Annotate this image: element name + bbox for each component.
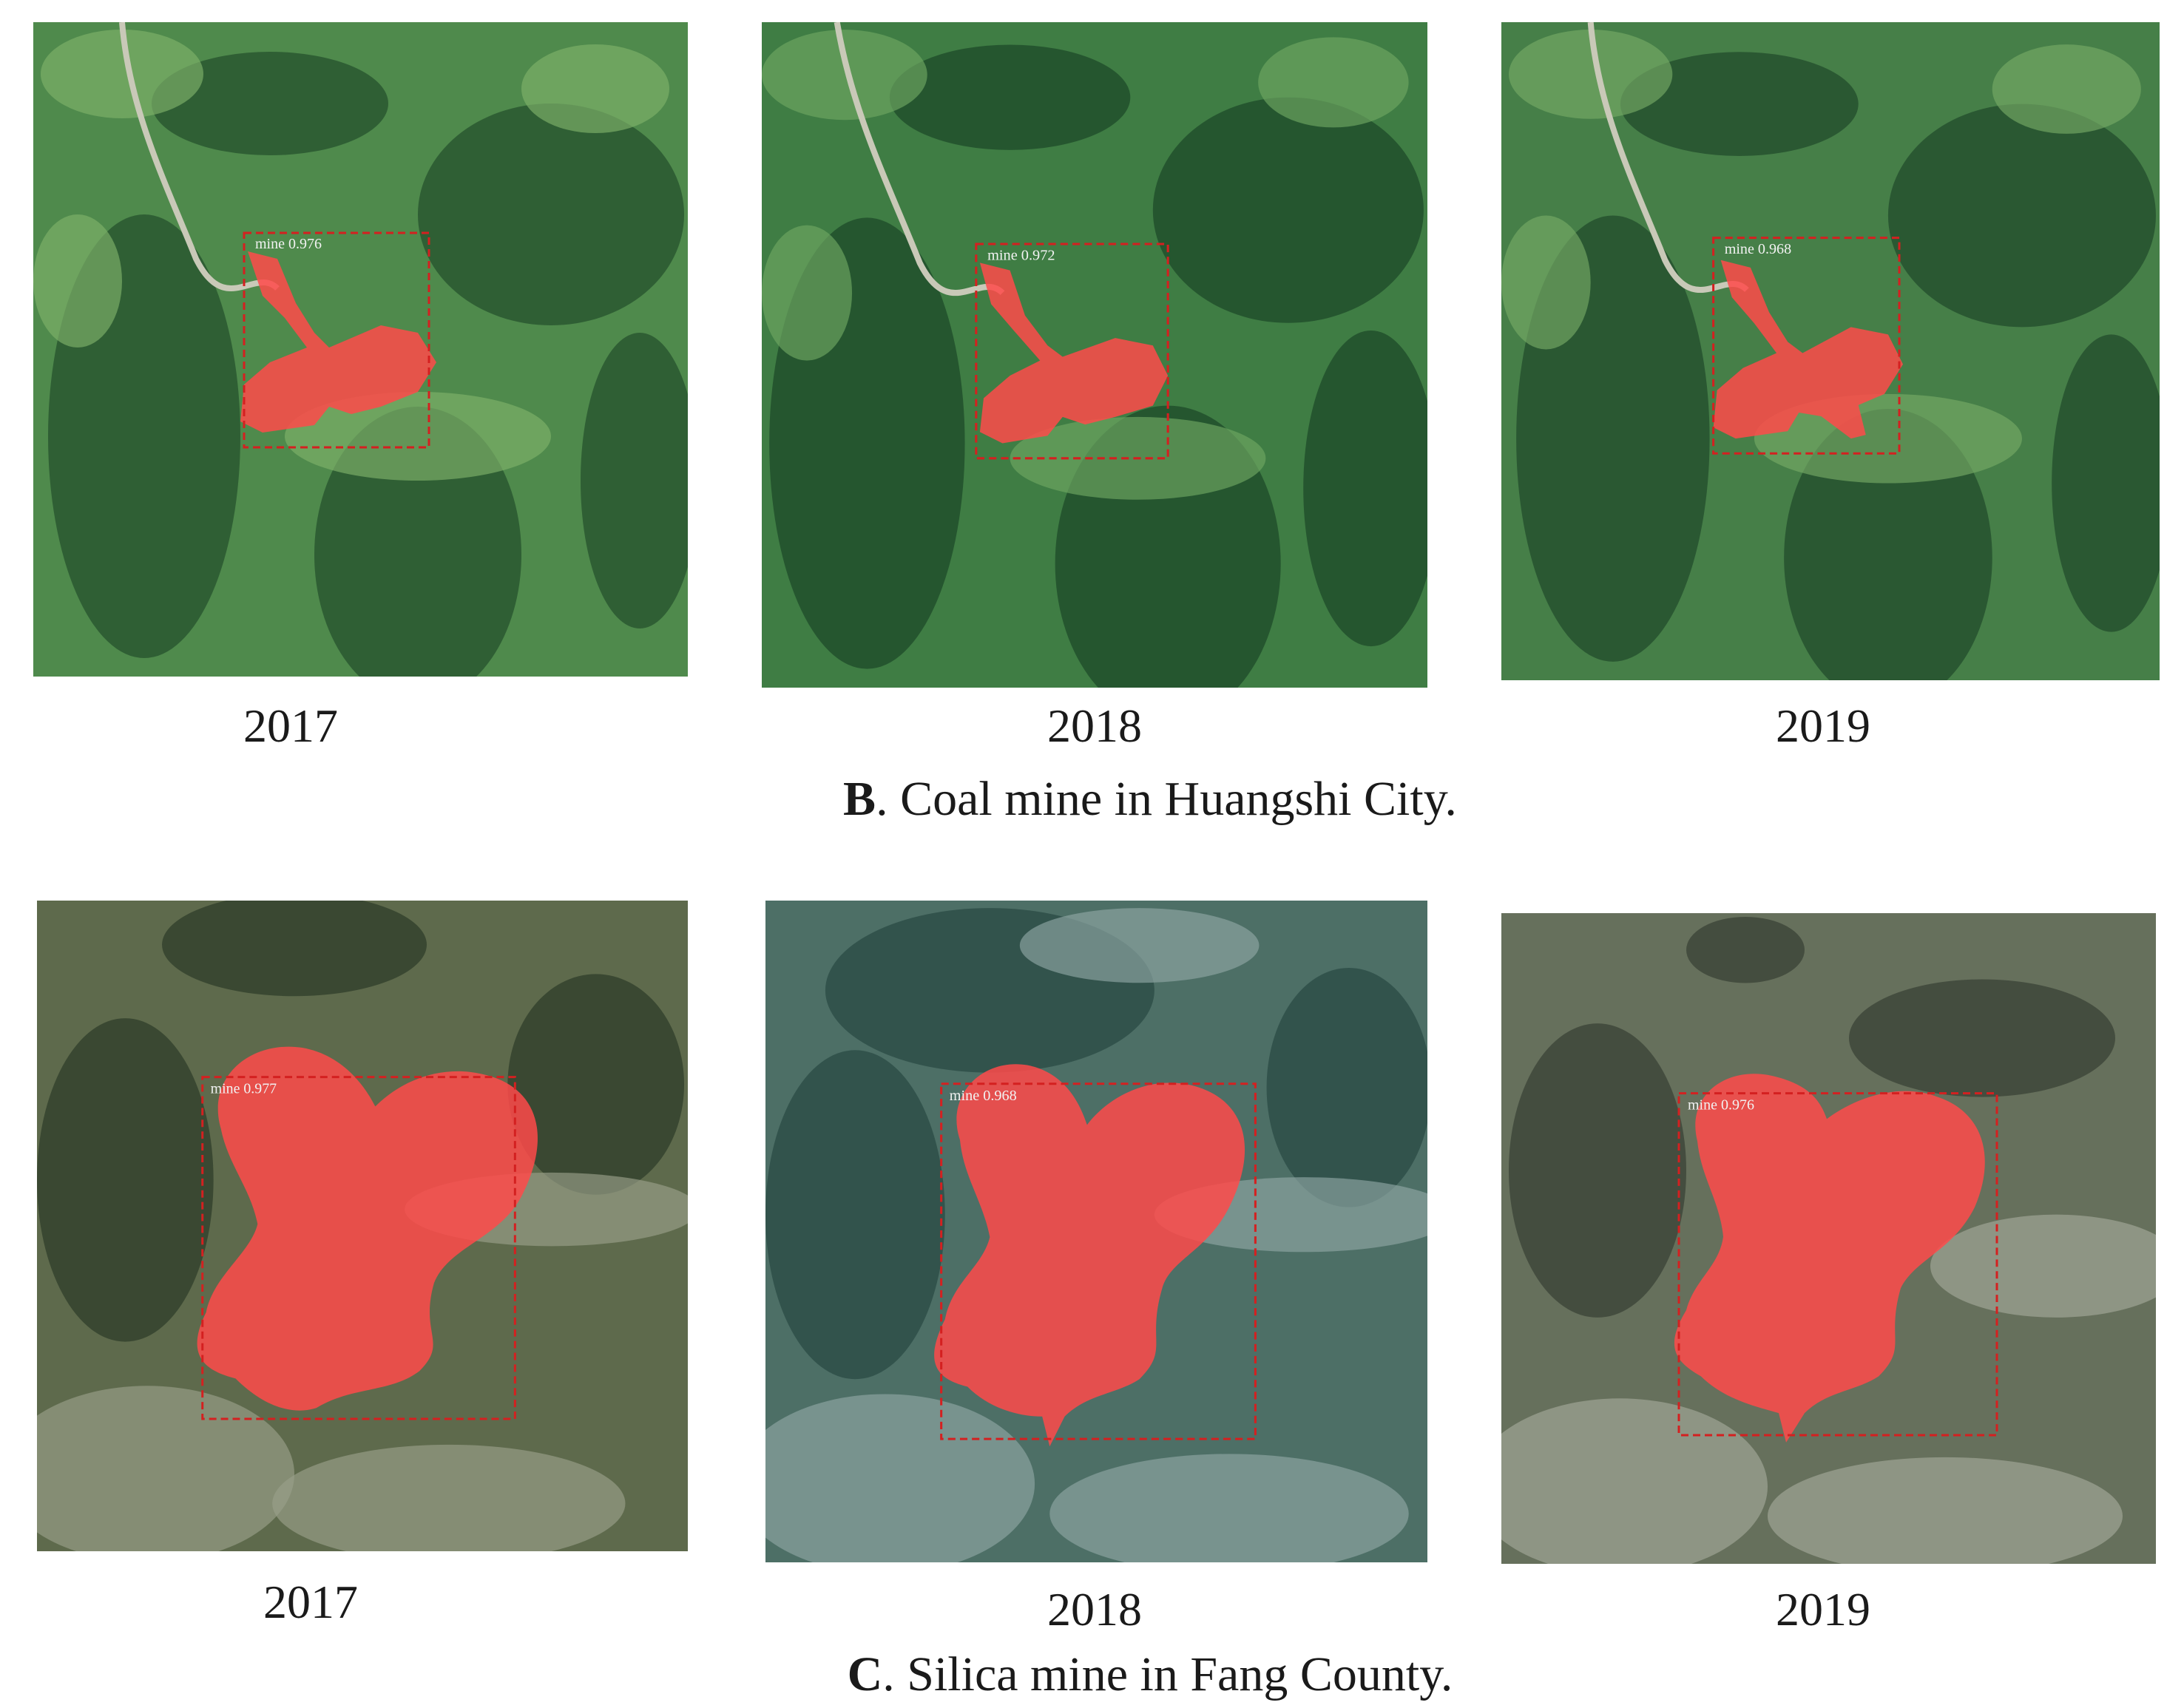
village-and-fields [1501,1214,2156,1564]
detection-label: mine 0.977 [211,1081,277,1097]
year-label-b-2017: 2017 [243,699,338,752]
year-label-b-2019: 2019 [1776,699,1870,752]
satellite-scene: mine 0.968 [765,901,1427,1562]
forest-areas [37,901,685,1342]
caption-letter: B [843,772,876,826]
detection-box [1712,237,1901,455]
road [834,22,1005,296]
satellite-image-c-2018: mine 0.968 [765,901,1427,1562]
caption-letter: C [847,1647,883,1701]
caption-text: . Silica mine in Fang County. [882,1647,1453,1701]
fields [762,30,1409,500]
mine-mask [240,251,436,433]
detection-label: mine 0.968 [1725,241,1791,257]
caption-text: . Coal mine in Huangshi City. [876,772,1457,826]
detection-label: mine 0.972 [987,247,1055,263]
satellite-image-c-2017: mine 0.977 [37,901,688,1551]
year-label-c-2019: 2019 [1776,1583,1870,1636]
satellite-scene: mine 0.968 [1501,22,2160,680]
detection-box [243,231,430,449]
detection-box [940,1082,1257,1440]
satellite-image-c-2019: mine 0.976 [1501,913,2156,1564]
detection-label: mine 0.976 [255,236,322,252]
detection-box [975,243,1169,460]
detection-box [1677,1092,1998,1437]
detection-label: mine 0.968 [950,1088,1017,1104]
satellite-image-b-2019: mine 0.968 [1501,22,2160,680]
detection-box [201,1076,516,1420]
mine-mask [979,262,1169,444]
satellite-image-b-2018: mine 0.972 [762,22,1427,688]
satellite-scene: mine 0.976 [33,22,688,677]
satellite-scene: mine 0.976 [1501,913,2156,1564]
year-label-c-2017: 2017 [263,1576,358,1628]
forest-areas [1509,916,2115,1318]
mine-mask [197,1046,538,1411]
road [119,22,280,291]
forest-areas [765,908,1427,1380]
caption-b: B. Coal mine in Huangshi City. [632,775,1668,824]
road [1587,22,1749,294]
year-label-c-2018: 2018 [1047,1583,1142,1636]
detection-label: mine 0.976 [1688,1097,1754,1114]
village-and-fields [765,908,1427,1562]
year-label-b-2018: 2018 [1047,699,1142,752]
satellite-scene: mine 0.977 [37,901,688,1551]
mine-mask [934,1064,1245,1447]
caption-c: C. Silica mine in Fang County. [632,1650,1668,1699]
satellite-scene: mine 0.972 [762,22,1427,688]
mine-mask [1674,1074,1985,1443]
mine-mask [1713,260,1904,439]
satellite-image-b-2017: mine 0.976 [33,22,688,677]
